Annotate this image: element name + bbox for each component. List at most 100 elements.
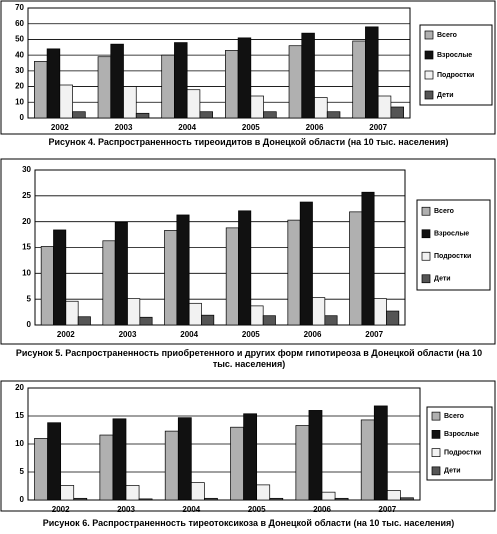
bar	[112, 418, 127, 501]
bar	[201, 314, 215, 326]
legend-label: Подростки	[437, 72, 474, 79]
bar	[176, 214, 190, 326]
bar	[164, 230, 178, 326]
bar	[46, 48, 61, 119]
y-tick-label: 10	[15, 97, 24, 106]
legend-label: Дети	[444, 468, 461, 475]
bar	[97, 56, 112, 119]
y-tick-label: 10	[15, 439, 24, 448]
legend-swatch	[431, 411, 441, 421]
legend-swatch	[421, 251, 431, 261]
bar	[263, 111, 277, 119]
x-tick-label: 2002	[51, 123, 69, 132]
caption: Рисунок 4. Распространенность тиреоидито…	[48, 137, 449, 147]
bar	[138, 498, 153, 501]
bar	[199, 111, 213, 119]
bar	[349, 211, 363, 326]
bar	[262, 315, 276, 326]
y-tick-label: 20	[15, 383, 24, 392]
legend-swatch	[431, 448, 441, 457]
bar	[321, 491, 336, 501]
x-tick-label: 2004	[182, 505, 200, 512]
bar	[324, 315, 338, 326]
legend-label: Всего	[444, 413, 464, 420]
y-tick-label: 60	[15, 19, 24, 28]
bar	[360, 419, 375, 501]
legend-swatch	[424, 50, 434, 60]
y-tick-label: 20	[15, 82, 24, 91]
caption: Рисунок 6. Распространенность тиреотокси…	[42, 518, 455, 528]
bar	[373, 298, 387, 326]
y-tick-label: 0	[27, 320, 32, 329]
bar	[373, 405, 388, 501]
y-tick-label: 5	[27, 294, 32, 303]
bar	[53, 229, 67, 326]
bar	[125, 485, 140, 501]
y-tick-label: 50	[15, 35, 24, 44]
bar	[135, 112, 150, 119]
legend-swatch	[424, 90, 434, 100]
legend-label: Подростки	[444, 449, 481, 456]
y-tick-label: 15	[15, 411, 24, 420]
legend-label: Всего	[437, 32, 457, 39]
bar	[377, 95, 392, 119]
legend-label: Подростки	[434, 253, 471, 260]
bar	[386, 310, 400, 326]
bar	[123, 86, 137, 119]
chart: 0 10 20 30 40 50 60 70 2002 2003 2004 2005 2006 2007 В…	[0, 0, 496, 135]
bar	[225, 227, 239, 326]
bar	[59, 84, 73, 119]
bar	[114, 221, 128, 326]
bar	[334, 497, 349, 501]
legend-swatch	[431, 430, 441, 439]
y-tick-label: 0	[20, 495, 25, 504]
y-tick-label: 15	[22, 243, 31, 252]
bar	[73, 497, 88, 501]
legend-swatch	[424, 70, 434, 80]
bar	[110, 43, 124, 119]
bar	[161, 54, 175, 119]
legend-label: Взрослые	[437, 52, 472, 59]
x-tick-label: 2005	[242, 330, 260, 339]
legend-swatch	[431, 466, 441, 476]
bar	[190, 482, 205, 501]
y-tick-label: 10	[22, 268, 31, 277]
plot-frame	[34, 169, 406, 326]
x-tick-label: 2006	[306, 123, 324, 132]
bar	[34, 61, 48, 119]
legend-swatch	[421, 274, 431, 284]
bar	[386, 490, 401, 501]
x-tick-label: 2006	[304, 330, 322, 339]
bar	[326, 111, 341, 119]
bar	[225, 50, 239, 119]
y-tick-label: 0	[20, 113, 25, 122]
bar	[312, 297, 326, 326]
bar	[352, 40, 366, 119]
bar	[204, 497, 218, 501]
x-tick-label: 2003	[117, 505, 135, 512]
bar	[250, 95, 264, 119]
y-tick-label: 70	[15, 3, 24, 12]
x-tick-label: 2002	[52, 505, 70, 512]
y-tick-label: 25	[22, 191, 31, 200]
bar	[269, 497, 284, 501]
bar	[256, 484, 271, 501]
legend-label: Дети	[434, 276, 451, 283]
x-tick-label: 2002	[57, 330, 75, 339]
bar	[186, 89, 201, 119]
y-tick-label: 40	[15, 50, 24, 59]
bar	[77, 316, 91, 326]
bar	[65, 300, 79, 326]
x-tick-label: 2006	[313, 505, 331, 512]
legend-swatch	[421, 229, 431, 239]
x-tick-label: 2005	[248, 505, 266, 512]
x-tick-label: 2007	[365, 330, 383, 339]
bar	[250, 305, 264, 326]
legend-label: Взрослые	[444, 431, 479, 438]
bar	[361, 191, 375, 326]
x-tick-label: 2007	[378, 505, 396, 512]
bar	[40, 246, 54, 326]
bar	[72, 111, 86, 119]
bar	[164, 430, 179, 501]
bar	[127, 298, 141, 326]
